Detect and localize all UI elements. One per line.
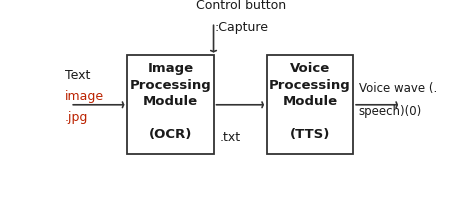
Text: .jpg: .jpg	[65, 111, 88, 125]
Text: Image
Processing
Module: Image Processing Module	[129, 62, 211, 108]
Text: (OCR): (OCR)	[149, 128, 192, 141]
Text: Control button: Control button	[196, 0, 286, 12]
Text: Voice wave (.: Voice wave (.	[359, 82, 437, 95]
Text: image: image	[65, 90, 104, 103]
Text: (TTS): (TTS)	[290, 128, 330, 141]
Bar	[127, 55, 213, 154]
Text: :Capture: :Capture	[214, 21, 268, 34]
Text: speech)(0): speech)(0)	[359, 105, 422, 118]
Bar	[267, 55, 353, 154]
Text: Voice
Processing
Module: Voice Processing Module	[269, 62, 351, 108]
Text: .txt: .txt	[219, 131, 241, 144]
Text: Text: Text	[65, 69, 90, 82]
